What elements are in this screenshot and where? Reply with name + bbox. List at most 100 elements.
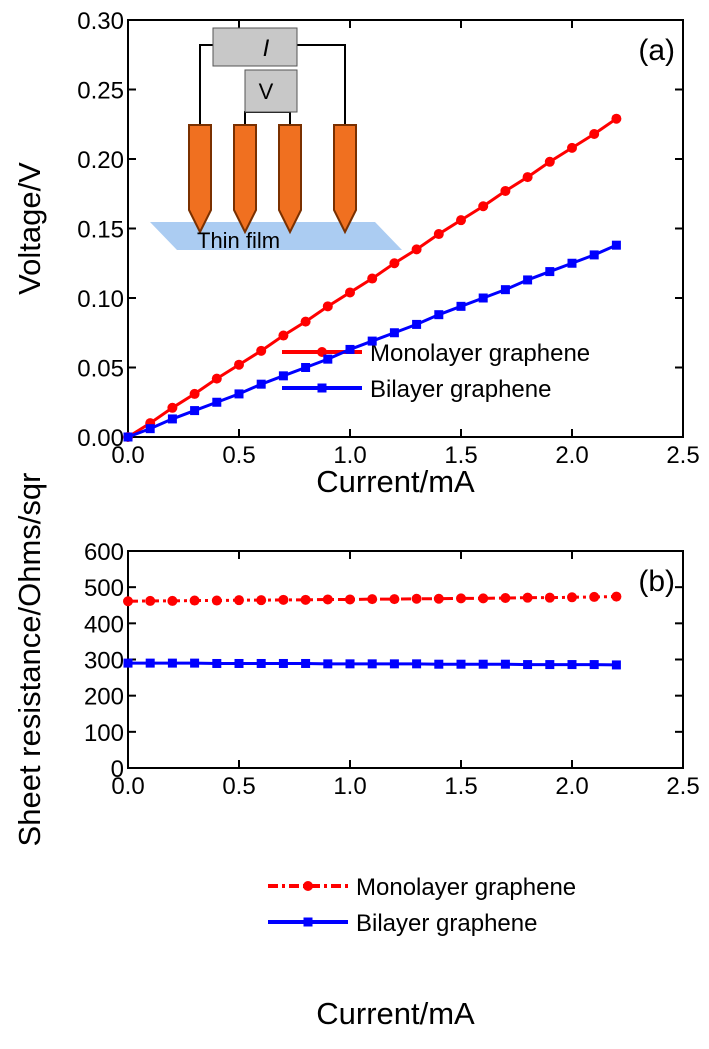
marker xyxy=(611,660,621,670)
x-tick-label: 2.0 xyxy=(555,442,588,469)
marker xyxy=(301,658,311,668)
marker xyxy=(167,595,178,606)
marker xyxy=(523,660,533,670)
marker xyxy=(412,659,422,669)
y-tick-label: 0.30 xyxy=(77,8,124,35)
marker xyxy=(611,591,622,602)
x-axis-label: Current/mA xyxy=(316,996,475,1031)
x-axis-label: Current/mA xyxy=(316,464,475,499)
y-tick-label: 300 xyxy=(84,648,124,675)
film-shape xyxy=(150,222,402,250)
y-tick-label: 0.05 xyxy=(77,356,124,383)
marker xyxy=(433,593,444,604)
marker xyxy=(278,371,288,381)
plot-frame xyxy=(127,550,684,769)
marker xyxy=(167,414,177,424)
marker xyxy=(145,658,155,668)
y-tick-label: 100 xyxy=(84,720,124,747)
marker xyxy=(544,156,555,167)
y-tick-label: 600 xyxy=(84,539,124,566)
legend-marker xyxy=(303,917,313,927)
x-tick-label: 0.0 xyxy=(111,442,144,469)
marker xyxy=(167,402,178,413)
marker xyxy=(433,229,444,240)
marker xyxy=(389,328,399,338)
y-tick-label: 0.15 xyxy=(77,217,124,244)
marker xyxy=(211,595,222,606)
marker xyxy=(300,594,311,605)
marker xyxy=(278,594,289,605)
marker xyxy=(589,660,599,670)
marker xyxy=(234,658,244,668)
marker xyxy=(278,658,288,668)
panel-label: (b) xyxy=(638,565,675,598)
y-tick-label: 0.20 xyxy=(77,147,124,174)
chart: 0.0 0.5 1.0 1.5 2.0 2.5 0 100 200 300 400 500 600 Cur… xyxy=(12,473,700,1031)
marker xyxy=(478,659,488,669)
x-tick-label: 0.5 xyxy=(222,773,255,800)
x-tick-label: 2.0 xyxy=(555,773,588,800)
y-tick-label: 500 xyxy=(84,575,124,602)
legend-label: Monolayer graphene xyxy=(370,340,590,367)
marker xyxy=(256,345,267,356)
marker xyxy=(434,659,444,669)
marker xyxy=(567,142,577,153)
probes xyxy=(188,124,357,235)
voltage-box xyxy=(244,69,298,113)
marker xyxy=(478,593,489,604)
current-label: I xyxy=(263,35,270,62)
series-line xyxy=(127,595,617,603)
marker xyxy=(211,373,222,384)
marker xyxy=(301,363,311,372)
marker xyxy=(589,591,600,602)
marker xyxy=(145,424,155,434)
marker xyxy=(567,258,577,268)
x-tick-label: 1.5 xyxy=(444,773,477,800)
marker xyxy=(300,316,311,327)
x-tick-label: 1.5 xyxy=(444,442,477,469)
marker xyxy=(522,592,533,603)
x-tick-label: 0.5 xyxy=(222,442,255,469)
panel-label: (a) xyxy=(638,34,675,67)
marker xyxy=(367,659,377,669)
marker xyxy=(345,287,355,298)
marker xyxy=(234,595,244,606)
marker xyxy=(322,301,333,312)
marker xyxy=(412,319,422,329)
marker xyxy=(190,406,200,416)
x-tick-label: 0.0 xyxy=(111,773,144,800)
marker xyxy=(189,388,200,399)
y-tick-label: 400 xyxy=(84,611,124,638)
marker xyxy=(500,593,511,604)
marker xyxy=(367,594,378,605)
x-tick-label: 2.5 xyxy=(666,773,699,800)
marker xyxy=(411,244,422,255)
marker xyxy=(611,240,621,250)
marker xyxy=(367,336,377,346)
y-tick-label: 0 xyxy=(111,756,124,783)
legend-label: Bilayer graphene xyxy=(370,376,551,403)
legend-marker xyxy=(303,881,313,891)
marker xyxy=(589,250,599,260)
marker xyxy=(123,432,133,442)
legend-label: Monolayer graphene xyxy=(356,874,576,901)
marker xyxy=(234,359,244,370)
marker xyxy=(500,659,510,669)
y-tick-label: 0.25 xyxy=(77,78,124,105)
marker xyxy=(500,185,511,196)
marker xyxy=(256,658,266,668)
marker xyxy=(123,658,133,668)
marker xyxy=(189,595,200,606)
voltage-label: V xyxy=(259,79,274,104)
marker xyxy=(322,594,333,605)
marker xyxy=(278,330,289,341)
marker xyxy=(367,273,378,284)
current-box xyxy=(212,27,298,67)
marker xyxy=(523,275,533,285)
marker xyxy=(456,301,466,311)
marker xyxy=(145,595,156,606)
marker xyxy=(567,592,577,603)
marker xyxy=(389,659,399,669)
marker xyxy=(545,267,555,277)
